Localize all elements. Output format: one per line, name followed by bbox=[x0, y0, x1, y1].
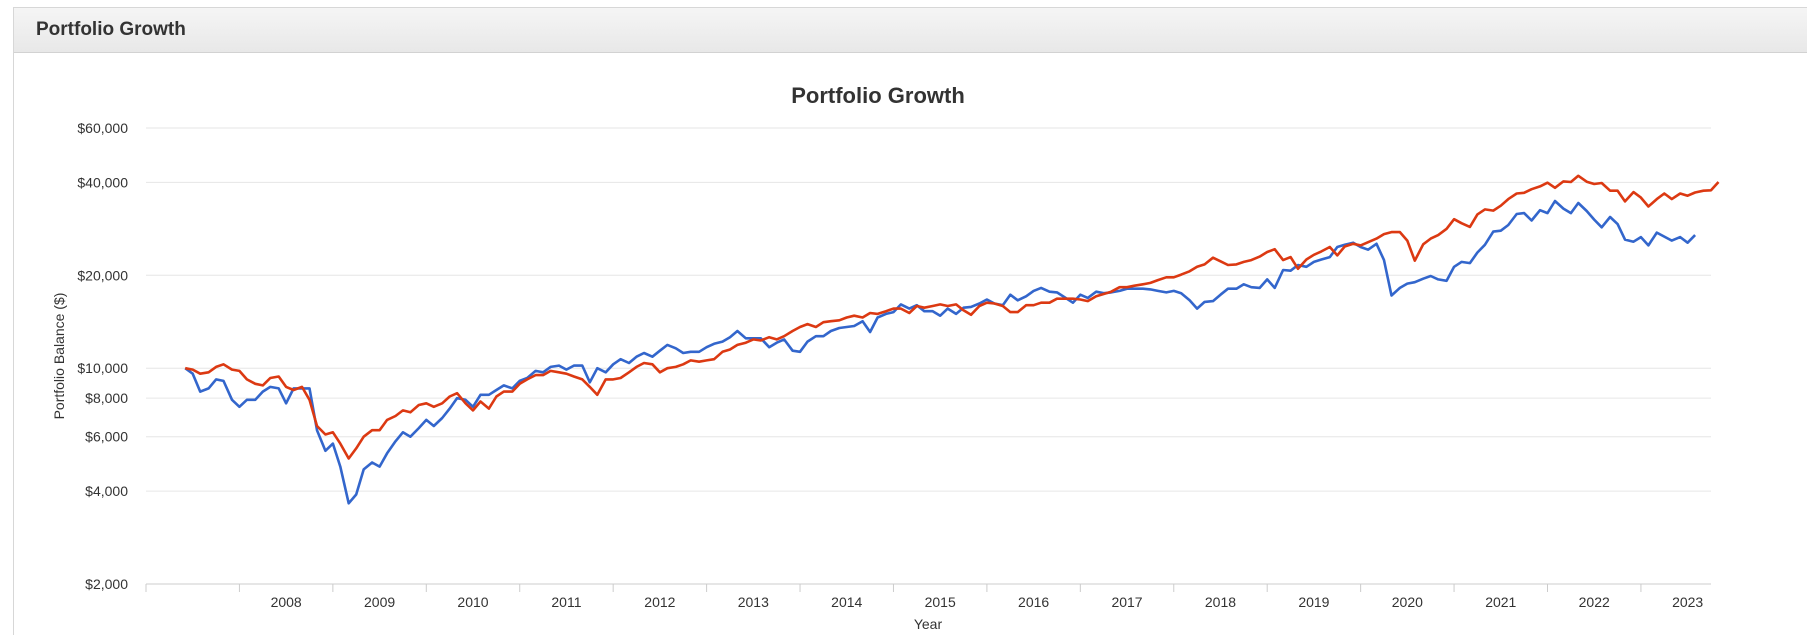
x-tick-label: 2023 bbox=[1672, 594, 1703, 610]
x-tick-label: 2008 bbox=[271, 594, 302, 610]
y-tick-label: $20,000 bbox=[77, 267, 128, 283]
x-tick-label: 2020 bbox=[1392, 594, 1423, 610]
x-tick-label: 2017 bbox=[1111, 594, 1142, 610]
y-tick-label: $2,000 bbox=[85, 576, 128, 592]
grid-layer bbox=[146, 127, 1711, 492]
y-axis-title: Portfolio Balance ($) bbox=[51, 293, 67, 420]
x-tick-label: 2009 bbox=[364, 594, 395, 610]
x-tick-label: 2013 bbox=[738, 594, 769, 610]
panel-header: Portfolio Growth bbox=[14, 8, 1807, 53]
chart-panel: Portfolio Growth bbox=[13, 7, 1807, 635]
axis-layer: $60,000 $40,000 $20,000 $10,000 $8,000 $6,000… bbox=[77, 120, 1711, 610]
y-tick-label: $6,000 bbox=[85, 429, 128, 445]
x-tick-label: 2018 bbox=[1205, 594, 1236, 610]
x-tick-label: 2011 bbox=[551, 594, 581, 610]
x-tick-label: 2021 bbox=[1485, 594, 1516, 610]
x-tick-label: 2010 bbox=[457, 594, 488, 610]
y-tick-label: $60,000 bbox=[77, 120, 128, 136]
panel-title: Portfolio Growth bbox=[36, 19, 186, 40]
x-tick-label: 2015 bbox=[925, 594, 956, 610]
chart-title: Portfolio Growth bbox=[791, 83, 965, 108]
y-tick-label: $4,000 bbox=[85, 483, 128, 499]
x-tick-label: 2014 bbox=[831, 594, 862, 610]
x-tick-label: 2019 bbox=[1298, 594, 1329, 610]
series-line-2 bbox=[184, 174, 1720, 460]
y-tick-label: $8,000 bbox=[85, 390, 128, 406]
series-layer bbox=[184, 174, 1720, 505]
x-tick-label: 2022 bbox=[1579, 594, 1610, 610]
y-tick-label: $40,000 bbox=[77, 174, 128, 190]
y-tick-label: $10,000 bbox=[77, 360, 128, 376]
x-axis-title: Year bbox=[914, 616, 943, 632]
x-tick-label: 2016 bbox=[1018, 594, 1049, 610]
series-line-1 bbox=[184, 199, 1697, 505]
x-tick-label: 2012 bbox=[644, 594, 675, 610]
